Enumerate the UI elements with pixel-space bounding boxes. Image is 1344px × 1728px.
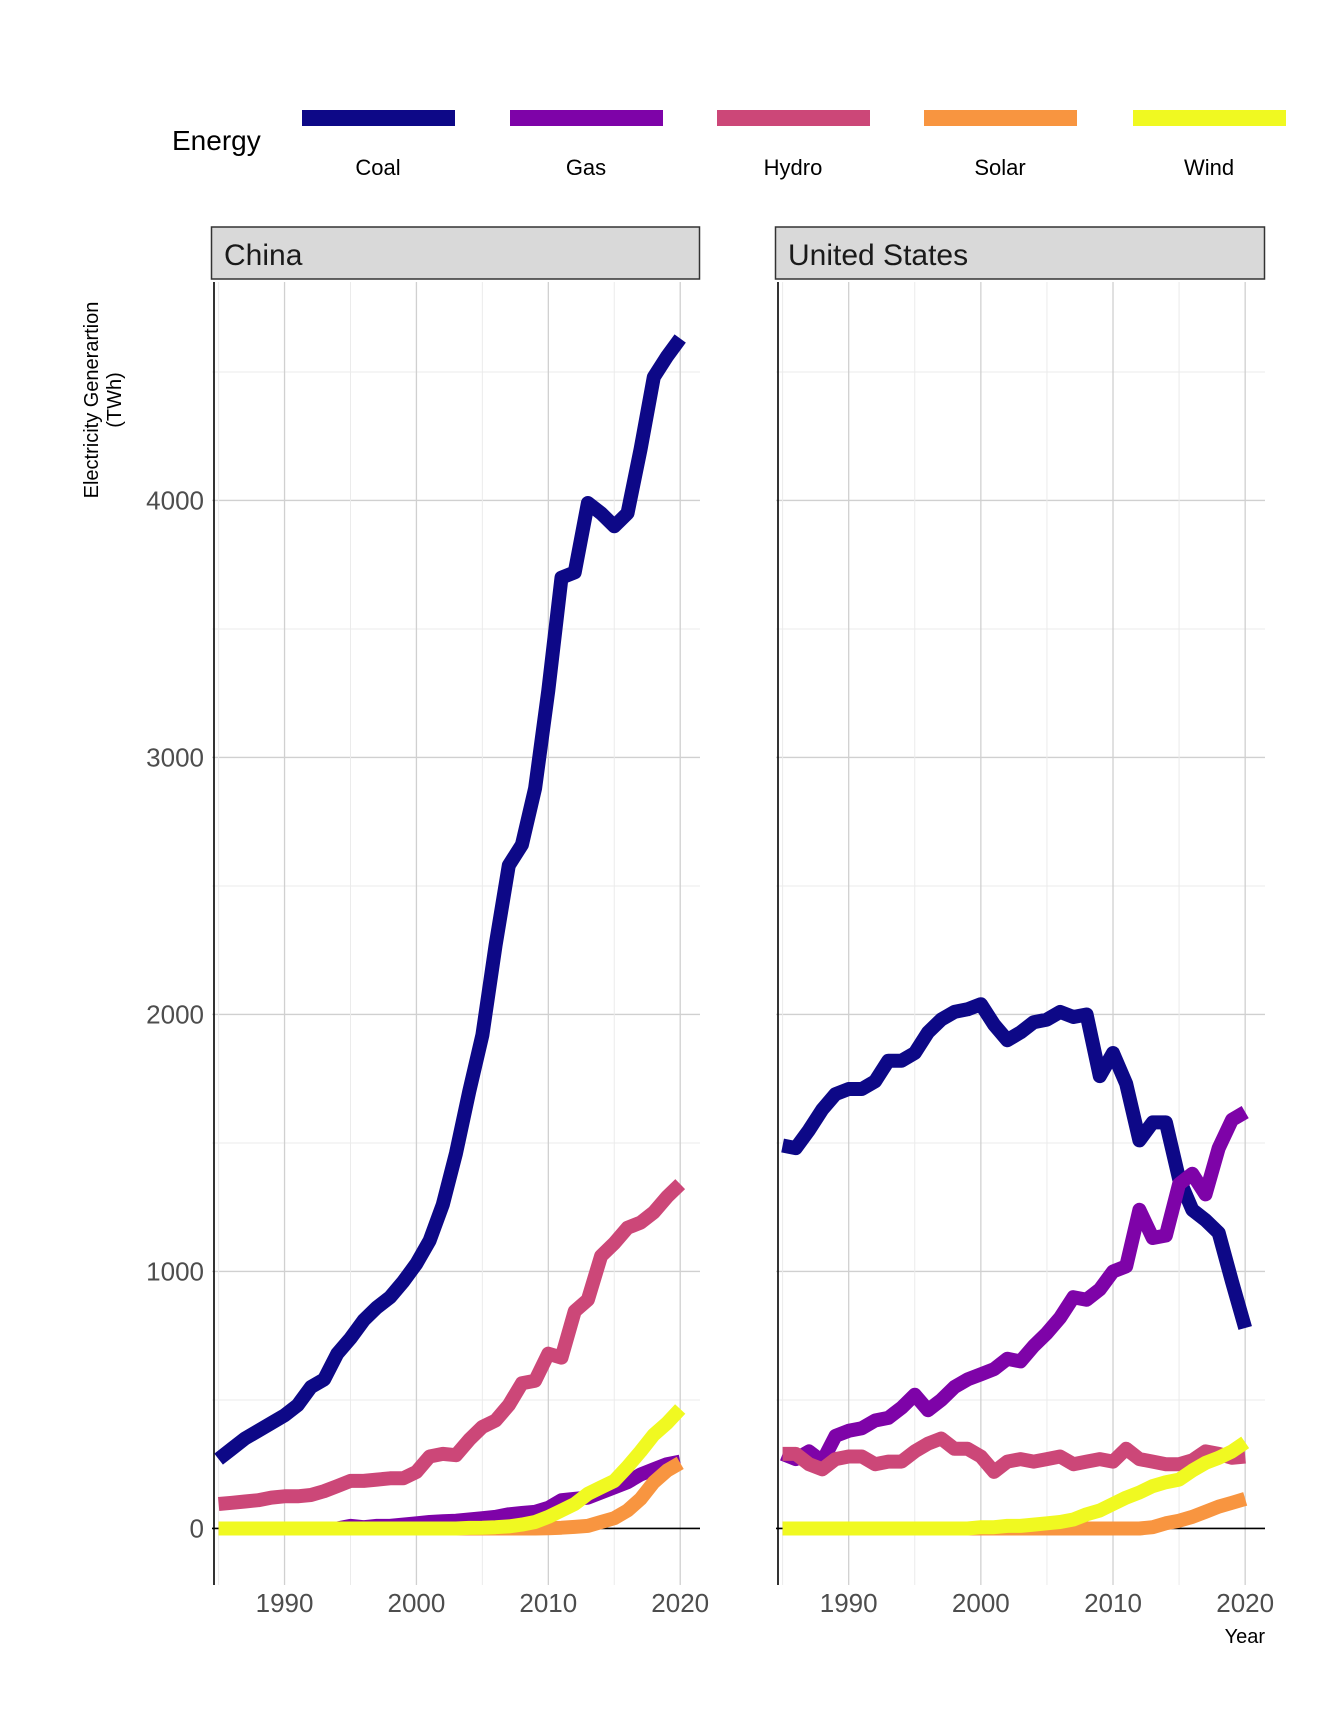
x-tick-label: 2010 <box>1084 1588 1142 1618</box>
legend-key-coal <box>302 110 455 126</box>
panel-strip-label: China <box>224 239 303 272</box>
y-tick-label: 3000 <box>146 742 204 772</box>
y-tick-label: 4000 <box>146 485 204 515</box>
series-line-hydro <box>782 1431 1246 1479</box>
series-line-wind <box>782 1436 1250 1536</box>
x-tick-label: 2020 <box>1216 1588 1274 1618</box>
y-axis-title: Electricity Generartion (TWh) <box>81 302 126 499</box>
legend-item-gas: Gas <box>510 110 663 180</box>
gridlines <box>776 282 1265 1585</box>
y-axis-title-line2: (TWh) <box>104 372 126 428</box>
legend-item-wind: Wind <box>1133 110 1286 180</box>
panel-united-states: United States 1990 2000 2010 2020 <box>774 226 1274 1618</box>
series-group <box>780 997 1252 1536</box>
legend-label-coal: Coal <box>355 155 400 180</box>
series-line-hydro <box>217 1179 686 1511</box>
x-axis-title: Year <box>1225 1626 1266 1648</box>
series-line-wind <box>218 1404 686 1536</box>
panel-strip <box>774 226 1266 280</box>
x-tick-label: 2000 <box>952 1588 1010 1618</box>
legend-key-wind <box>1133 110 1286 126</box>
y-tick-label: 0 <box>190 1513 204 1543</box>
legend-item-coal: Coal <box>302 110 455 180</box>
series-line-coal <box>214 334 686 1465</box>
legend-label-gas: Gas <box>566 155 606 180</box>
series-line-gas <box>780 1106 1249 1469</box>
legend: Energy Coal Gas Hydro Solar Wind <box>172 110 1286 180</box>
panel-strip-label: United States <box>788 239 968 272</box>
legend-key-solar <box>924 110 1077 126</box>
gridlines <box>212 282 700 1585</box>
legend-item-solar: Solar <box>924 110 1077 180</box>
legend-label-solar: Solar <box>974 155 1025 180</box>
panel-china: China 1990 2000 2010 2020 <box>210 226 709 1618</box>
y-tick-label: 1000 <box>146 1256 204 1286</box>
y-axis-title-line1: Electricity Generartion <box>81 302 103 499</box>
legend-key-gas <box>510 110 663 126</box>
y-axis-ticks: 0 1000 2000 3000 4000 <box>146 485 204 1543</box>
series-line-coal <box>781 997 1252 1330</box>
legend-label-wind: Wind <box>1184 155 1234 180</box>
legend-title: Energy <box>172 125 261 156</box>
x-tick-label: 1990 <box>820 1588 878 1618</box>
x-tick-label: 2020 <box>651 1588 709 1618</box>
x-tick-label: 2000 <box>388 1588 446 1618</box>
series-group <box>214 334 686 1536</box>
legend-label-hydro: Hydro <box>764 155 823 180</box>
x-tick-label: 1990 <box>256 1588 314 1618</box>
panel-strip <box>210 226 701 280</box>
legend-key-hydro <box>717 110 870 126</box>
x-tick-label: 2010 <box>519 1588 577 1618</box>
legend-item-hydro: Hydro <box>717 110 870 180</box>
y-tick-label: 2000 <box>146 999 204 1029</box>
